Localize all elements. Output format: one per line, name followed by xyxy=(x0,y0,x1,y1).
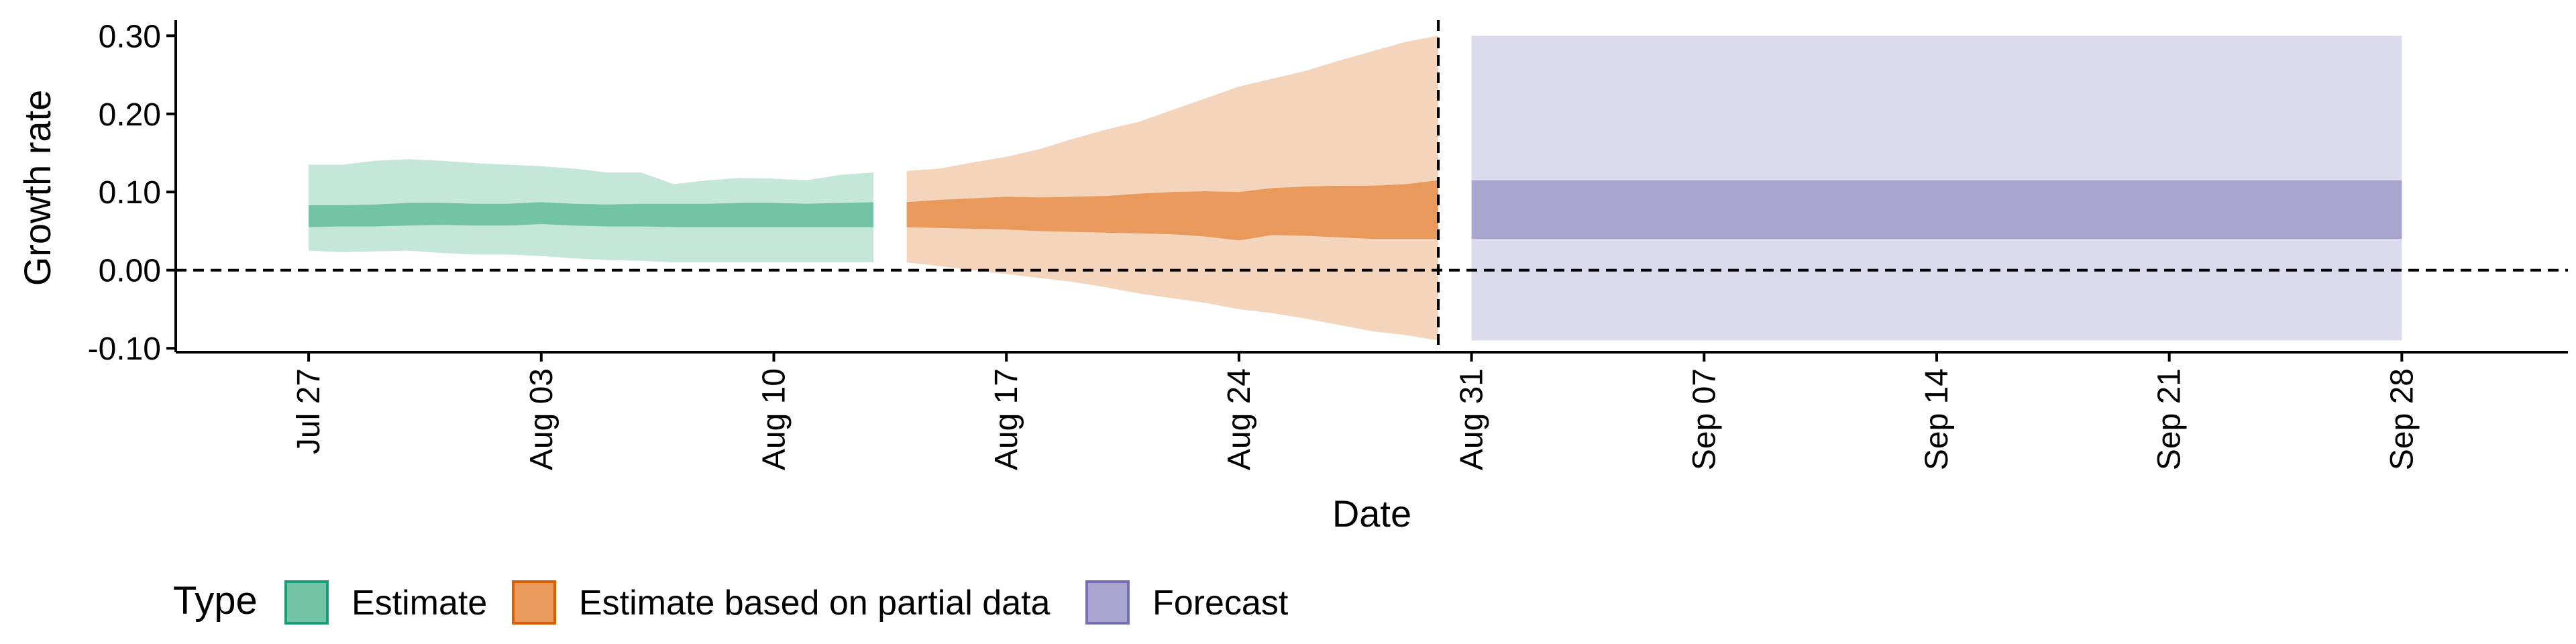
x-tick-label: Sep 07 xyxy=(1686,368,1722,470)
legend-key-forecast xyxy=(1085,580,1130,625)
y-tick-label: 0.00 xyxy=(99,254,161,289)
x-tick-label: Aug 03 xyxy=(524,368,559,470)
legend-title: Type xyxy=(173,579,258,623)
legend-key-estimate xyxy=(284,580,329,625)
x-tick-label: Sep 21 xyxy=(2152,368,2188,470)
legend: Type Estimate Estimate based on partial d… xyxy=(173,579,1289,625)
estimate-based-on-partial-data-outer-band xyxy=(906,36,1439,341)
legend-key-estimate-based-on-partial-data xyxy=(512,580,556,625)
y-tick-label: 0.10 xyxy=(99,175,161,211)
legend-items: Estimate Estimate based on partial data Fo… xyxy=(284,580,1289,625)
forecast-inner-band xyxy=(1471,180,2402,239)
y-axis-label: Growth rate xyxy=(16,90,58,286)
x-tick-label: Sep 28 xyxy=(2384,368,2420,470)
x-tick-label: Aug 31 xyxy=(1454,368,1490,470)
x-tick-label: Sep 14 xyxy=(1919,368,1955,470)
reference-lines xyxy=(176,20,2568,352)
legend-label: Forecast xyxy=(1152,584,1289,623)
estimate-based-on-partial-data-inner-band xyxy=(906,180,1439,241)
x-tick-label: Aug 24 xyxy=(1222,368,1257,470)
x-axis-label: Date xyxy=(1332,492,1411,535)
axes: -0.10 0.00 0.10 0.20 0.30 Jul 27 Aug 03 Aug 10 A… xyxy=(88,19,2568,470)
x-tick-label: Jul 27 xyxy=(291,368,327,454)
legend-label: Estimate based on partial data xyxy=(579,584,1051,623)
y-tick-label: 0.30 xyxy=(99,19,161,54)
legend-label: Estimate xyxy=(352,584,487,623)
x-tick-label: Aug 17 xyxy=(989,368,1024,470)
estimate-inner-band xyxy=(309,202,874,227)
ribbon-layer xyxy=(309,36,2402,341)
y-tick-label: -0.10 xyxy=(88,331,161,367)
x-tick-label: Aug 10 xyxy=(757,368,792,470)
y-tick-label: 0.20 xyxy=(99,97,161,133)
